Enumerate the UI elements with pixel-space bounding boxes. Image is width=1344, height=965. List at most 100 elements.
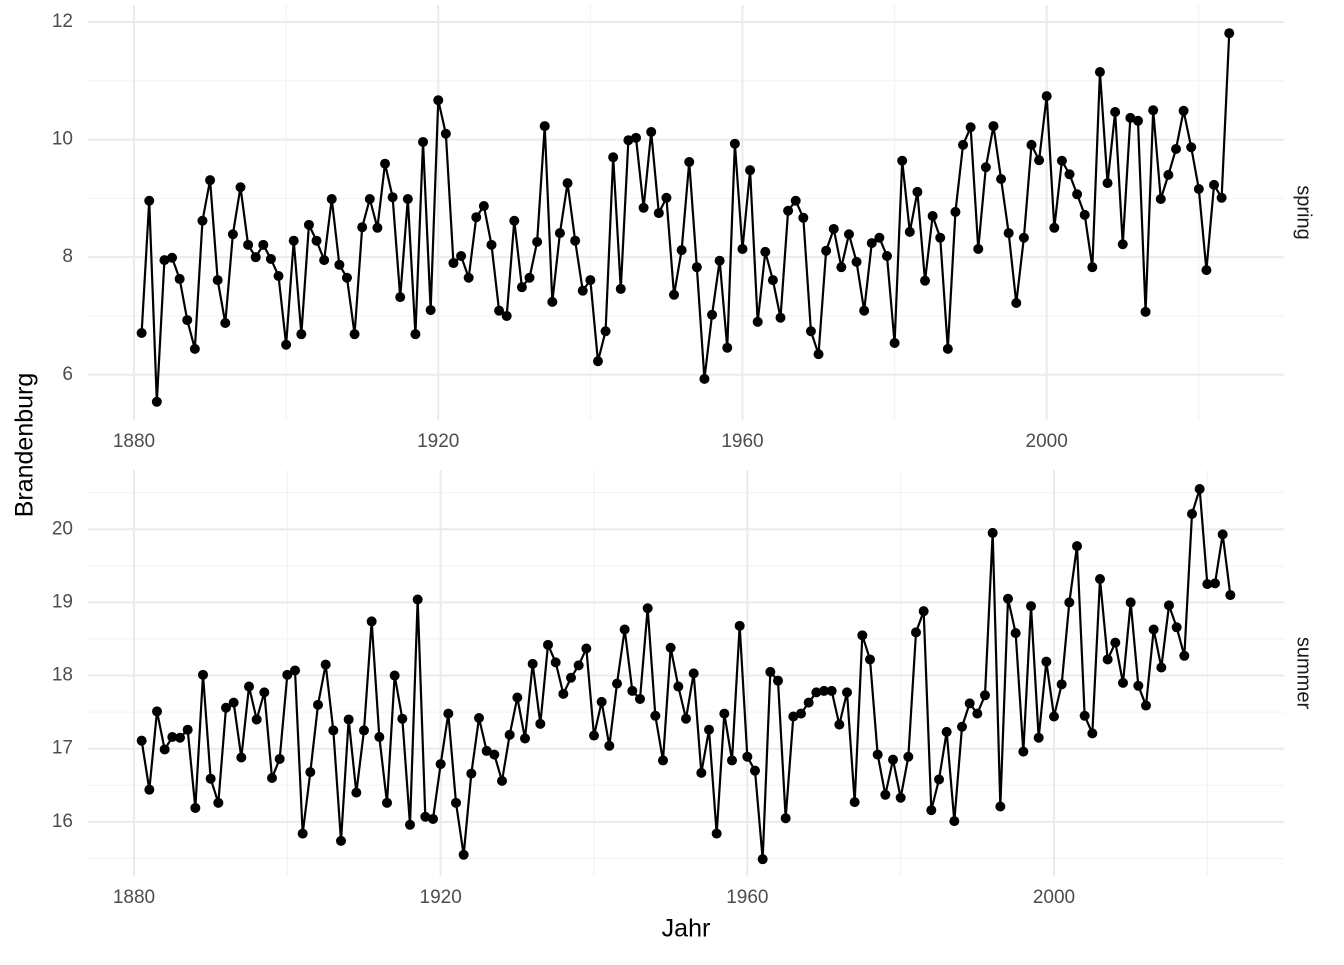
y-tick-label: 20 [52,518,73,539]
data-point [212,275,223,286]
data-point [796,708,806,719]
data-point [554,228,565,239]
data-point [1148,624,1159,635]
data-point [374,732,385,743]
data-point [1018,232,1029,243]
data-point [699,373,710,384]
data-point [524,272,535,283]
data-point [405,819,415,830]
data-point [988,121,999,132]
data-point [516,282,527,293]
data-point [290,665,300,676]
data-point [250,252,261,263]
data-point [661,192,672,203]
x-tick-label: 1920 [420,887,462,908]
data-point [765,666,776,677]
data-point [673,681,684,692]
data-point [1102,178,1113,189]
data-point [707,309,718,320]
data-point [281,339,292,350]
data-point [288,235,299,246]
x-tick-label: 2000 [1026,431,1068,452]
data-point [320,659,331,670]
data-point [658,755,668,766]
data-point [478,201,489,212]
data-point [714,255,725,266]
data-point [757,854,768,865]
data-point [866,238,877,249]
data-point [562,178,573,189]
data-point [486,239,497,250]
data-point [1033,732,1044,743]
data-point [665,642,676,653]
data-point [752,316,763,327]
data-point [167,732,178,743]
data-point [750,765,760,776]
data-point [364,193,375,204]
data-point [463,272,474,283]
data-point [592,356,603,367]
data-point [1125,112,1136,123]
data-point [1079,710,1090,721]
data-point [1026,601,1036,612]
data-point [387,192,398,203]
data-point [1056,679,1067,690]
data-point [1095,573,1105,584]
data-point [1010,628,1021,639]
data-point [197,215,208,226]
data-point [440,128,451,139]
data-point [767,275,778,286]
data-point [1133,680,1144,691]
data-point [604,740,615,751]
data-point [303,219,314,230]
data-point [1193,183,1204,194]
data-point [1110,637,1121,648]
data-point [995,801,1006,812]
data-point [684,156,695,167]
data-point [273,270,284,281]
data-point [950,206,961,217]
data-point [372,222,383,233]
data-point [351,787,362,798]
data-point [341,272,352,283]
data-point [1034,155,1045,166]
data-point [980,690,990,701]
data-point [949,816,960,827]
facet-label: spring [1293,185,1315,239]
data-point [1170,144,1181,155]
data-point [228,697,239,708]
data-point [311,235,322,246]
data-point [742,751,753,762]
data-point [343,714,354,725]
data-point [497,775,507,786]
data-point [1156,662,1167,673]
data-point [1056,155,1067,166]
data-point [389,670,400,681]
data-point [828,223,839,234]
data-point [1079,209,1090,220]
data-point [451,797,461,808]
data-point [547,296,558,307]
data-point [874,232,885,243]
data-point [581,643,592,654]
data-point [918,606,929,617]
data-point [221,702,231,713]
data-point [596,696,607,707]
data-point [842,687,852,698]
data-point [509,215,520,226]
data-point [296,329,307,340]
y-tick-label: 17 [52,738,73,759]
data-point [227,229,238,240]
data-point [1041,656,1052,667]
data-point [382,797,392,808]
data-point [305,767,316,778]
data-point [987,527,998,538]
x-tick-label: 2000 [1033,887,1075,908]
data-point [474,712,484,723]
data-point [448,258,459,269]
data-point [1132,115,1143,126]
data-point [159,255,170,266]
data-point [653,208,664,219]
data-point [889,337,900,348]
data-point [539,121,550,132]
